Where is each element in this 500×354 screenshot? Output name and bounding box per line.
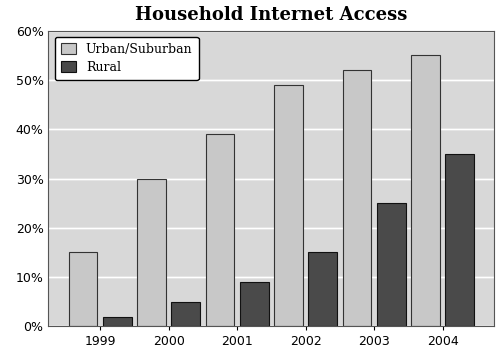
Bar [68,252,98,326]
Bar [240,282,268,326]
Bar [342,70,372,326]
Bar [377,203,406,326]
Bar [206,134,234,326]
Title: Household Internet Access: Household Internet Access [135,6,407,24]
Bar [446,154,474,326]
Bar [172,302,200,326]
Bar [137,178,166,326]
Bar [274,85,303,326]
Bar [308,252,337,326]
Bar [411,55,440,326]
Legend: Urban/Suburban, Rural: Urban/Suburban, Rural [54,37,199,80]
Bar [103,316,132,326]
